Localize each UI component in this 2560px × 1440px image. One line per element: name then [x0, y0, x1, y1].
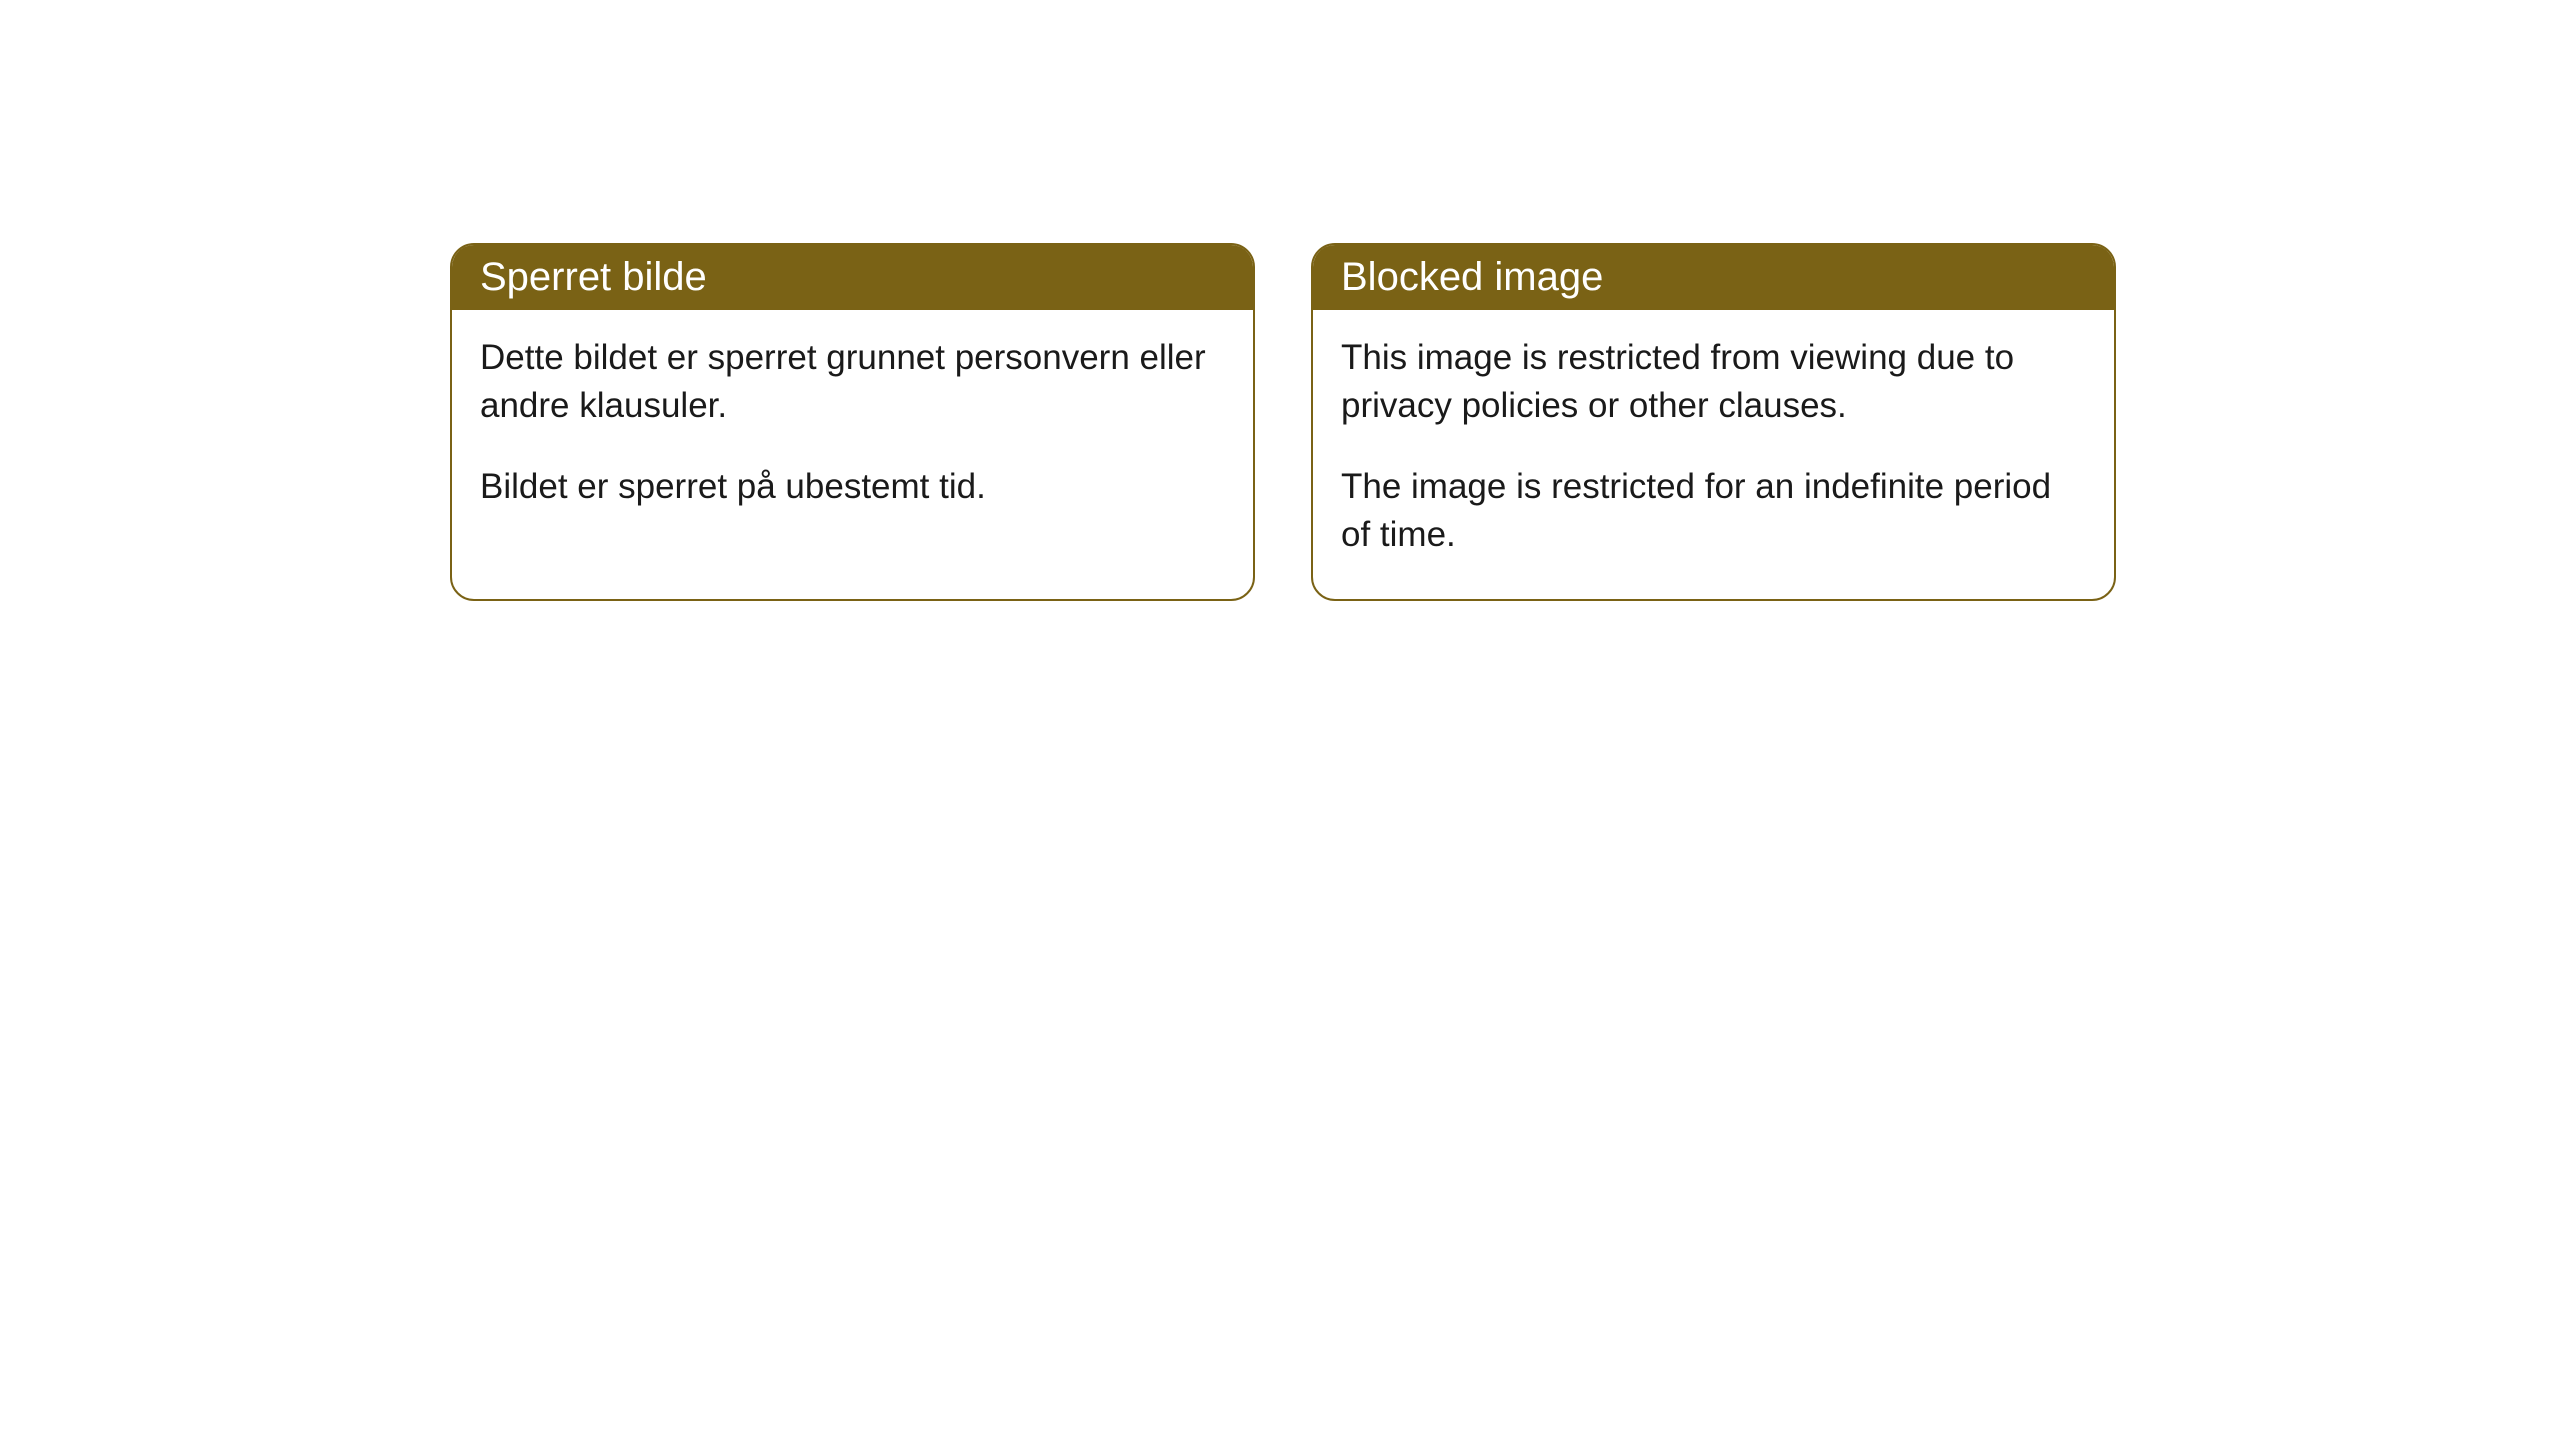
blocked-image-card-norwegian: Sperret bilde Dette bildet er sperret gr…: [450, 243, 1255, 601]
card-paragraph-2: The image is restricted for an indefinit…: [1341, 463, 2086, 560]
card-header: Sperret bilde: [452, 245, 1253, 310]
card-paragraph-2: Bildet er sperret på ubestemt tid.: [480, 463, 1225, 511]
card-paragraph-1: Dette bildet er sperret grunnet personve…: [480, 334, 1225, 431]
card-header: Blocked image: [1313, 245, 2114, 310]
card-container: Sperret bilde Dette bildet er sperret gr…: [0, 0, 2560, 601]
card-body: Dette bildet er sperret grunnet personve…: [452, 310, 1253, 551]
blocked-image-card-english: Blocked image This image is restricted f…: [1311, 243, 2116, 601]
card-body: This image is restricted from viewing du…: [1313, 310, 2114, 599]
card-title: Blocked image: [1341, 255, 1603, 299]
card-title: Sperret bilde: [480, 255, 707, 299]
card-paragraph-1: This image is restricted from viewing du…: [1341, 334, 2086, 431]
